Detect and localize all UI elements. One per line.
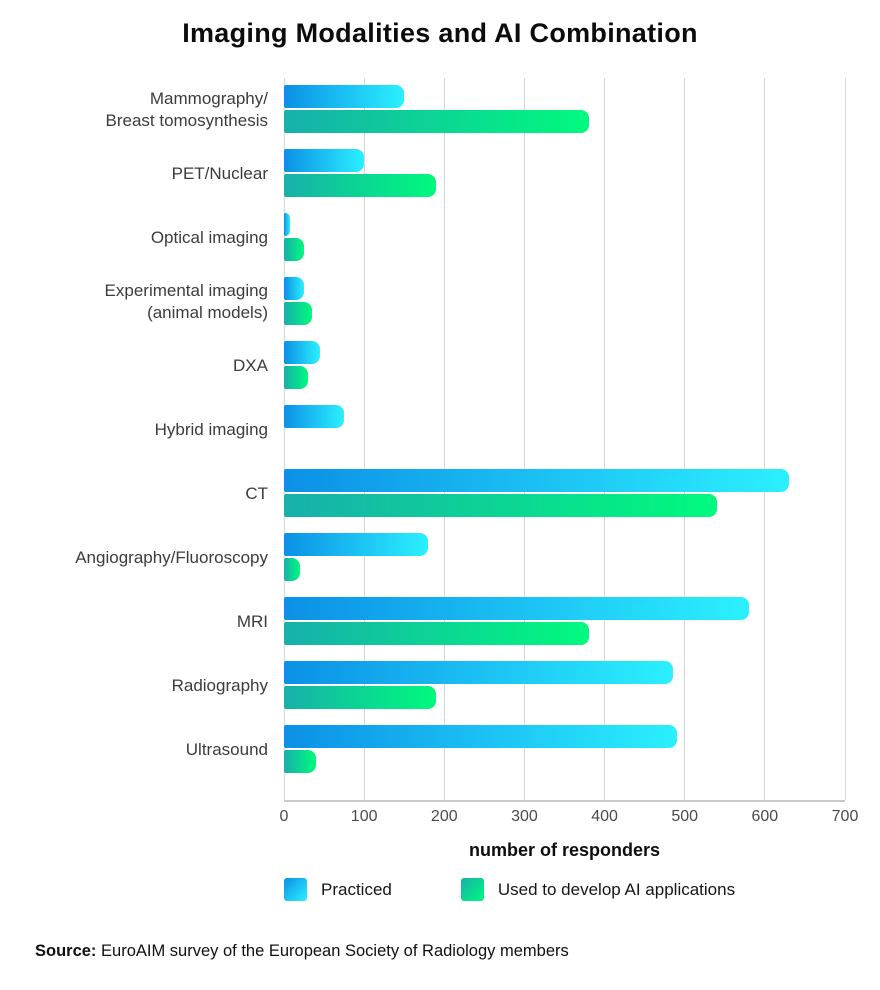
chart-row: Hybrid imaging (0, 398, 880, 462)
x-tick-700: 700 (831, 808, 859, 825)
source-note: Source: EuroAIM survey of the European S… (35, 942, 569, 961)
bar-group (284, 533, 845, 583)
bar-group (284, 405, 845, 455)
plot-area (283, 78, 846, 802)
x-tick-600: 600 (751, 808, 779, 825)
chart-row: Optical imaging (0, 206, 880, 270)
bar-series0-cat5 (284, 405, 345, 428)
bar-series1-cat10 (284, 750, 317, 773)
bar-group (284, 597, 845, 647)
category-label: Hybrid imaging (154, 419, 268, 439)
chart-row: MRI (0, 590, 880, 654)
x-tick-500: 500 (671, 808, 699, 825)
chart-row: PET/Nuclear (0, 142, 880, 206)
legend: Practiced Used to develop AI application… (284, 878, 735, 901)
category-label: Mammography/ Breast tomosynthesis (105, 88, 268, 130)
chart-title: Imaging Modalities and AI Combination (182, 18, 698, 48)
category-label: CT (245, 483, 268, 503)
bar-series1-cat6 (284, 494, 717, 517)
chart-row: DXA (0, 334, 880, 398)
x-tick-100: 100 (350, 808, 378, 825)
x-tick-0: 0 (279, 808, 289, 825)
bar-series1-cat0 (284, 110, 589, 133)
legend-item-ai: Used to develop AI applications (460, 878, 736, 901)
grid-line-0 (283, 78, 285, 800)
grid-line-400 (604, 78, 606, 800)
bar-series0-cat8 (284, 597, 749, 620)
x-tick-300: 300 (511, 808, 538, 825)
source-label: Source: (35, 942, 97, 960)
category-label: Experimental imaging (animal models) (104, 280, 268, 322)
bar-series1-cat9 (284, 686, 437, 709)
x-tick-200: 200 (430, 808, 458, 825)
grid-line-500 (684, 78, 686, 800)
category-label: Radiography (171, 675, 268, 695)
bar-group (284, 149, 845, 199)
bar-series0-cat6 (284, 469, 789, 492)
bar-series1-cat8 (284, 622, 589, 645)
x-tick-400: 400 (591, 808, 618, 825)
category-label: MRI (236, 611, 268, 631)
bar-series0-cat1 (284, 149, 365, 172)
source-text: EuroAIM survey of the European Society o… (96, 942, 569, 960)
grid-line-200 (443, 78, 445, 800)
x-axis-label: number of responders (468, 840, 661, 860)
chart-row: Angiography/Fluoroscopy (0, 526, 880, 590)
bar-group (284, 213, 845, 263)
bar-group (284, 341, 845, 391)
bar-series1-cat4 (284, 366, 309, 389)
legend-label-practiced: Practiced (321, 879, 392, 899)
legend-swatch-practiced (284, 878, 307, 901)
grid-line-600 (764, 78, 766, 800)
bar-group (284, 277, 845, 327)
chart-row: Radiography (0, 654, 880, 718)
bar-group (284, 725, 845, 775)
bar-series1-cat2 (284, 238, 305, 261)
grid-line-300 (523, 78, 525, 800)
bar-series1-cat1 (284, 174, 437, 197)
bar-series0-cat3 (284, 277, 305, 300)
bar-series1-cat3 (284, 302, 313, 325)
legend-swatch-ai (460, 878, 484, 901)
category-label: Angiography/Fluoroscopy (75, 547, 268, 567)
bar-series0-cat2 (284, 213, 291, 236)
bar-group (284, 85, 845, 135)
bar-series0-cat7 (284, 533, 429, 556)
legend-item-practiced: Practiced (284, 878, 392, 901)
category-label: Optical imaging (150, 227, 268, 247)
chart-row: Ultrasound (0, 718, 880, 782)
bar-series0-cat4 (284, 341, 321, 364)
grid-line-700 (844, 78, 846, 800)
grid-line-100 (363, 78, 365, 800)
bar-series0-cat10 (284, 725, 677, 748)
bar-group (284, 661, 845, 711)
bar-series0-cat0 (284, 85, 405, 108)
bar-series0-cat9 (284, 661, 673, 684)
category-label: DXA (233, 355, 268, 375)
legend-label-ai: Used to develop AI applications (497, 879, 736, 899)
chart-row: Mammography/ Breast tomosynthesis (0, 78, 880, 142)
bar-series1-cat7 (284, 558, 301, 581)
bar-group (284, 469, 845, 519)
chart-rows: Mammography/ Breast tomosynthesis PET/Nuc… (0, 78, 880, 782)
chart-row: Experimental imaging (animal models) (0, 270, 880, 334)
category-label: Ultrasound (185, 739, 268, 759)
chart-row: CT (0, 462, 880, 526)
category-label: PET/Nuclear (171, 163, 268, 183)
